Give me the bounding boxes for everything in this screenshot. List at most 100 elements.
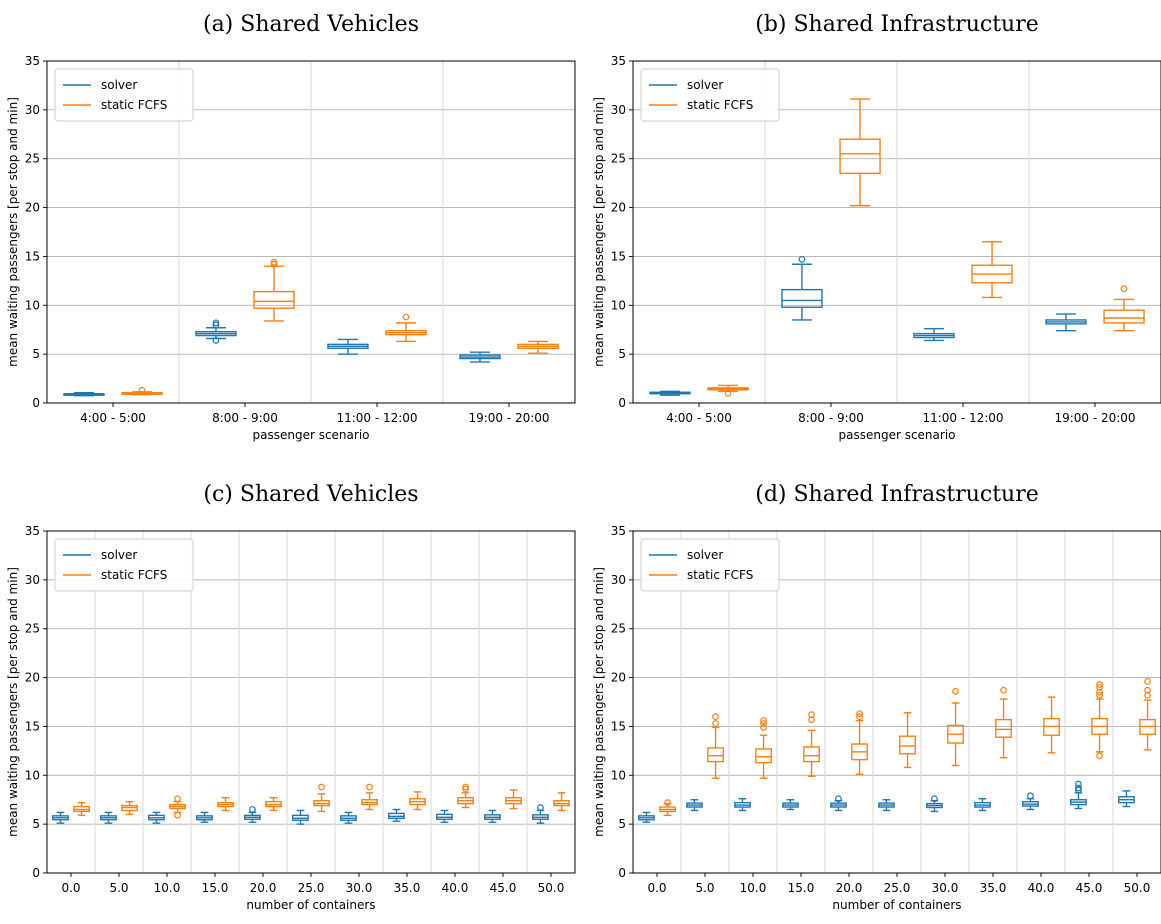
x-tick-label: 5.0 [109,881,128,895]
flier-point [270,260,278,268]
series-solver [52,804,549,825]
legend: solver static FCFS [54,538,194,592]
legend-box [640,68,780,122]
y-tick-label: 30 [25,103,40,117]
box-plot [1045,313,1087,332]
box-plot [121,800,138,816]
flier-point [174,795,181,803]
flier-point [1000,686,1007,694]
box-plot [851,710,868,776]
x-tick-label: 19:00 - 20:00 [1054,411,1135,425]
box-plot [436,809,453,823]
box [899,735,916,755]
flier-point [537,804,544,811]
plot-frame [46,60,576,404]
box-plot [755,717,772,779]
x-tick-label: 25.0 [298,881,325,895]
x-tick-label: 5.0 [695,881,714,895]
box-plot [313,783,330,813]
box-plot [995,686,1012,759]
chart-panel-2: (c) Shared Vehicles 0 5 10 15 20 25 30 35 0.0 5.0 1… [6,482,576,912]
x-tick-label: 50.0 [1124,881,1151,895]
flier-point [724,389,732,397]
box-plot [409,791,426,811]
box-plot [100,811,117,824]
flier-point [1144,686,1151,694]
flier-point [1096,752,1103,760]
legend-box [640,538,780,592]
box-plot [244,806,261,823]
box-plot [52,811,69,824]
box-plot [947,687,964,767]
box-plot [217,797,234,812]
flier-point [212,319,220,327]
box-plot [505,789,522,810]
x-tick-label: 0.0 [647,881,666,895]
flier-point [1096,691,1103,699]
flier-point [174,811,181,819]
flier-point [760,720,767,727]
plot-frame [632,530,1161,874]
x-tick-label: 15.0 [788,881,815,895]
legend-label-solver: solver [101,78,137,92]
plot-frame [46,530,576,874]
flier-point [712,720,719,727]
box [1103,309,1145,324]
x-tick-label: 40.0 [1028,881,1055,895]
flier-point [462,785,469,793]
flier-point [835,795,842,803]
legend-label-fcfs: static FCFS [101,98,167,112]
flier-point [212,337,220,344]
flier-point [760,724,767,731]
box-plot [878,799,895,812]
legend: solver static FCFS [640,538,780,592]
box-plot [327,338,369,355]
box-plot [899,712,916,769]
y-tick-label: 10 [25,768,40,782]
x-tick-label: 45.0 [490,881,517,895]
flier-point [212,321,220,329]
x-tick-label: 25.0 [884,881,911,895]
chart-title: (c) Shared Vehicles [203,482,418,507]
box-plot [553,792,570,812]
y-tick-label: 5 [618,817,626,831]
box-plot [830,795,847,812]
box-plot [974,798,991,812]
box-plot [734,798,751,812]
flier-point [760,717,767,724]
y-tick-label: 0 [32,396,40,410]
box-plot [361,783,378,811]
box-plot [1118,790,1135,808]
flier-point [1096,681,1103,688]
box-plot [707,713,724,779]
y-tick-label: 15 [25,719,40,733]
y-tick-label: 15 [611,719,626,733]
y-tick-label: 10 [611,298,626,312]
flier-point [1075,784,1082,792]
x-tick-label: 10.0 [154,881,181,895]
flier-point [1120,285,1128,293]
x-tick-label: 40.0 [442,881,469,895]
flier-point [931,795,938,803]
box-plot [457,783,474,809]
x-tick-label: 11:00 - 12:00 [922,411,1003,425]
box [707,747,724,763]
x-axis-label: number of containers [832,898,961,912]
x-tick-label: 4:00 - 5:00 [666,411,732,425]
legend: solver static FCFS [640,68,780,122]
x-tick-label: 35.0 [980,881,1007,895]
flier-point [1144,678,1151,685]
x-tick-label: 8:00 - 9:00 [212,411,278,425]
x-tick-label: 19:00 - 20:00 [468,411,549,425]
chart-panel-3: (d) Shared Infrastructure 0 5 10 15 20 25 30 35 0… [592,482,1161,912]
legend-label-fcfs: static FCFS [687,568,753,582]
y-tick-label: 25 [611,622,626,636]
y-tick-label: 15 [25,249,40,263]
y-tick-label: 0 [618,866,626,880]
box-plot [1070,780,1087,810]
y-tick-label: 10 [611,768,626,782]
box-plot [782,799,799,811]
y-axis-label: mean waiting passengers [per stop and mi… [592,567,606,837]
y-tick-label: 35 [25,524,40,538]
box-plot [913,328,955,342]
